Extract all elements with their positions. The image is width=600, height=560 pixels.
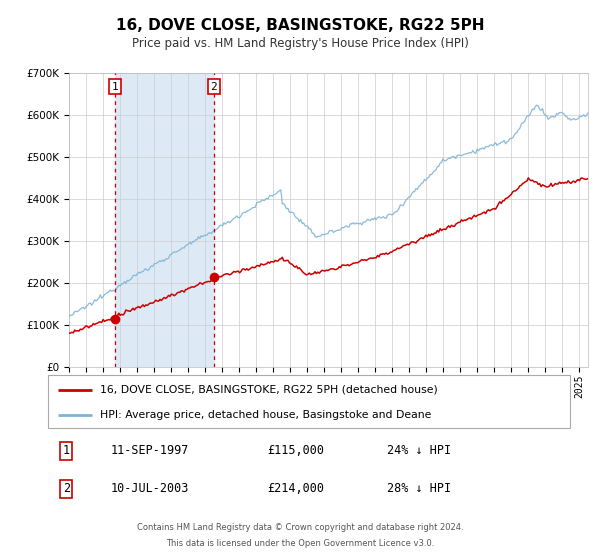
- Text: Contains HM Land Registry data © Crown copyright and database right 2024.: Contains HM Land Registry data © Crown c…: [137, 523, 463, 532]
- Text: 11-SEP-1997: 11-SEP-1997: [110, 444, 189, 458]
- Bar: [115, 73, 214, 367]
- Text: 16, DOVE CLOSE, BASINGSTOKE, RG22 5PH (detached house): 16, DOVE CLOSE, BASINGSTOKE, RG22 5PH (d…: [100, 385, 438, 395]
- Text: 10-JUL-2003: 10-JUL-2003: [110, 482, 189, 495]
- Text: Price paid vs. HM Land Registry's House Price Index (HPI): Price paid vs. HM Land Registry's House …: [131, 37, 469, 50]
- Text: HPI: Average price, detached house, Basingstoke and Deane: HPI: Average price, detached house, Basi…: [100, 410, 431, 420]
- Text: 1: 1: [112, 82, 118, 92]
- Text: 2: 2: [63, 482, 70, 495]
- Text: 2: 2: [211, 82, 217, 92]
- Text: This data is licensed under the Open Government Licence v3.0.: This data is licensed under the Open Gov…: [166, 539, 434, 548]
- Text: 28% ↓ HPI: 28% ↓ HPI: [388, 482, 451, 495]
- Text: £214,000: £214,000: [267, 482, 324, 495]
- Text: 1: 1: [63, 444, 70, 458]
- Text: £115,000: £115,000: [267, 444, 324, 458]
- Text: 16, DOVE CLOSE, BASINGSTOKE, RG22 5PH: 16, DOVE CLOSE, BASINGSTOKE, RG22 5PH: [116, 18, 484, 32]
- Text: 24% ↓ HPI: 24% ↓ HPI: [388, 444, 451, 458]
- FancyBboxPatch shape: [48, 375, 570, 428]
